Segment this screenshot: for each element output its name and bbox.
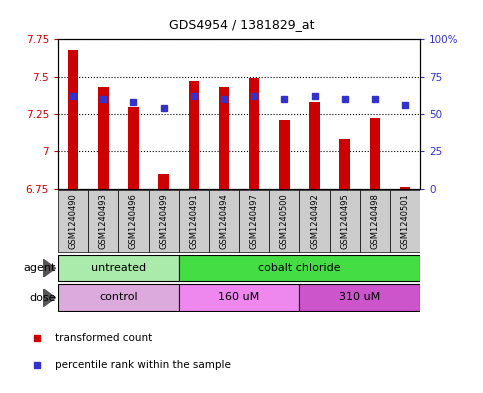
Text: control: control bbox=[99, 292, 138, 302]
Bar bbox=[88, 190, 118, 252]
Bar bbox=[179, 285, 299, 311]
Bar bbox=[340, 140, 350, 189]
Bar bbox=[179, 190, 209, 252]
Text: agent: agent bbox=[23, 263, 56, 273]
Text: GSM1240493: GSM1240493 bbox=[99, 193, 108, 249]
Bar bbox=[188, 81, 199, 189]
Text: GSM1240495: GSM1240495 bbox=[340, 193, 349, 249]
Text: GSM1240500: GSM1240500 bbox=[280, 193, 289, 249]
Bar bbox=[239, 190, 270, 252]
Bar bbox=[330, 190, 360, 252]
Bar bbox=[219, 87, 229, 189]
Bar bbox=[58, 190, 88, 252]
Text: GSM1240492: GSM1240492 bbox=[310, 193, 319, 249]
Text: transformed count: transformed count bbox=[55, 333, 152, 343]
Bar bbox=[309, 102, 320, 189]
Bar bbox=[128, 107, 139, 189]
Bar bbox=[279, 120, 290, 189]
Bar bbox=[158, 174, 169, 189]
Bar bbox=[400, 187, 411, 189]
Text: GDS4954 / 1381829_at: GDS4954 / 1381829_at bbox=[169, 18, 314, 31]
Text: 160 uM: 160 uM bbox=[218, 292, 260, 302]
Text: GSM1240497: GSM1240497 bbox=[250, 193, 259, 249]
Bar bbox=[149, 190, 179, 252]
Polygon shape bbox=[43, 259, 56, 277]
Bar bbox=[299, 285, 420, 311]
Bar bbox=[270, 190, 299, 252]
Text: percentile rank within the sample: percentile rank within the sample bbox=[55, 360, 230, 371]
Text: untreated: untreated bbox=[91, 263, 146, 273]
Bar bbox=[360, 190, 390, 252]
Bar bbox=[299, 190, 330, 252]
Text: dose: dose bbox=[29, 293, 56, 303]
Bar bbox=[249, 78, 259, 189]
Bar bbox=[98, 87, 109, 189]
Text: GSM1240491: GSM1240491 bbox=[189, 193, 199, 249]
Text: cobalt chloride: cobalt chloride bbox=[258, 263, 341, 273]
Bar bbox=[179, 255, 420, 281]
Bar bbox=[68, 50, 78, 189]
Bar bbox=[369, 118, 380, 189]
Text: GSM1240498: GSM1240498 bbox=[370, 193, 380, 249]
Text: GSM1240490: GSM1240490 bbox=[69, 193, 78, 249]
Text: GSM1240494: GSM1240494 bbox=[219, 193, 228, 249]
Bar bbox=[390, 190, 420, 252]
Bar bbox=[58, 285, 179, 311]
Bar bbox=[58, 255, 179, 281]
Bar bbox=[118, 190, 149, 252]
Polygon shape bbox=[43, 289, 56, 307]
Bar bbox=[209, 190, 239, 252]
Text: GSM1240496: GSM1240496 bbox=[129, 193, 138, 249]
Text: GSM1240499: GSM1240499 bbox=[159, 193, 168, 249]
Text: GSM1240501: GSM1240501 bbox=[400, 193, 410, 249]
Text: 310 uM: 310 uM bbox=[339, 292, 381, 302]
